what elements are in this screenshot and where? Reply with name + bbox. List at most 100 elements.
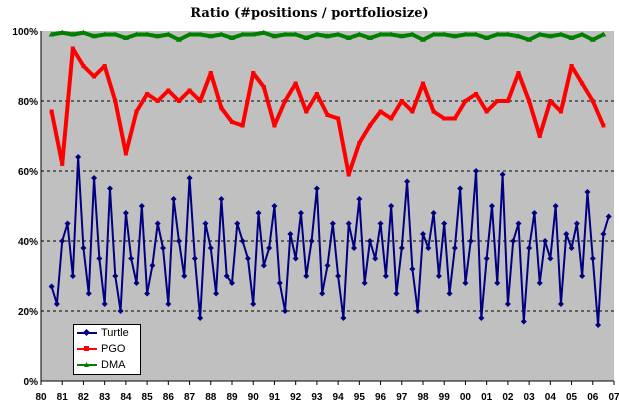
- turtle-point: [536, 280, 543, 286]
- dma-point: [494, 31, 501, 37]
- turtle-point: [271, 203, 278, 209]
- pgo-point: [198, 99, 203, 103]
- turtle-point: [266, 245, 273, 251]
- turtle-point: [303, 273, 310, 279]
- pgo-point: [155, 99, 160, 103]
- dma-point: [547, 33, 554, 39]
- dma-point: [483, 35, 490, 40]
- turtle-point: [106, 185, 113, 192]
- y-tick-label: 0%: [24, 377, 39, 388]
- turtle-point: [181, 273, 188, 279]
- dma-point: [175, 36, 182, 42]
- dma-point: [366, 35, 373, 40]
- turtle-point: [510, 238, 517, 244]
- pgo-point: [399, 99, 404, 103]
- legend-item-pgo: PGO: [74, 341, 140, 357]
- turtle-point: [297, 210, 304, 216]
- turtle-point: [351, 245, 358, 251]
- turtle-point: [430, 210, 437, 216]
- turtle-point: [420, 231, 426, 237]
- turtle-point: [276, 280, 283, 286]
- turtle-point: [488, 203, 495, 209]
- turtle-point: [122, 210, 129, 216]
- dma-point: [536, 31, 543, 37]
- turtle-point: [552, 203, 559, 209]
- dma-point: [356, 31, 363, 37]
- x-tick-label: 88: [205, 392, 217, 403]
- pgo-point: [70, 46, 75, 51]
- turtle-point: [473, 168, 480, 174]
- pgo-point: [176, 99, 181, 103]
- turtle-point: [526, 245, 533, 251]
- turtle-point: [292, 255, 299, 262]
- turtle-point: [329, 220, 336, 227]
- dma-point: [218, 31, 225, 37]
- x-tick-label: 07: [608, 392, 619, 403]
- pgo-point: [230, 120, 234, 124]
- turtle-point: [234, 220, 241, 227]
- legend-label: PGO: [101, 343, 126, 355]
- pgo-point: [505, 99, 510, 103]
- pgo-point: [261, 85, 266, 89]
- dma-point: [462, 31, 469, 37]
- turtle-point: [573, 220, 580, 227]
- pgo-point: [389, 116, 394, 121]
- turtle-point: [345, 220, 352, 227]
- turtle-point: [319, 290, 326, 297]
- turtle-point: [96, 255, 103, 262]
- pgo-point: [336, 116, 341, 121]
- pgo-point: [537, 134, 542, 138]
- turtle-point: [244, 255, 251, 262]
- pgo-point: [219, 106, 224, 110]
- turtle-point: [48, 283, 55, 290]
- turtle-point: [287, 231, 294, 237]
- pgo-point: [367, 123, 372, 128]
- turtle-point: [557, 301, 564, 307]
- turtle-point: [377, 220, 384, 227]
- turtle-point: [250, 301, 257, 307]
- turtle-point: [563, 231, 570, 237]
- pgo-point: [484, 109, 489, 114]
- dma-point: [568, 35, 575, 40]
- turtle-point: [462, 280, 469, 286]
- x-tick-label: 85: [142, 392, 154, 403]
- pgo-point: [208, 71, 213, 75]
- dma-point: [600, 31, 607, 37]
- dma-point: [133, 31, 140, 37]
- dma-point: [335, 31, 342, 37]
- x-tick-label: 00: [460, 392, 472, 403]
- turtle-point: [388, 203, 395, 209]
- turtle-point: [170, 196, 177, 202]
- turtle-point: [85, 290, 92, 297]
- pgo-point: [134, 109, 139, 114]
- turtle-point: [393, 290, 400, 297]
- dma-point: [451, 33, 458, 39]
- y-tick-label: 80%: [18, 97, 38, 108]
- turtle-point: [260, 262, 267, 269]
- dma-point: [48, 31, 55, 37]
- turtle-point: [584, 189, 591, 195]
- pgo-point: [442, 116, 447, 121]
- dma-point: [250, 31, 257, 37]
- pgo-point: [495, 99, 500, 103]
- pgo-legend-swatch: [77, 346, 97, 351]
- x-tick-label: 89: [226, 392, 238, 403]
- dma-point: [526, 36, 533, 42]
- turtle-point: [409, 266, 416, 272]
- turtle-point: [75, 154, 82, 160]
- turtle-point: [531, 210, 538, 216]
- dma-point: [313, 31, 320, 37]
- dma-point: [557, 31, 564, 37]
- pgo-point: [558, 109, 563, 114]
- turtle-point: [605, 213, 612, 220]
- dma-point: [430, 31, 437, 37]
- turtle-point: [186, 175, 193, 181]
- x-tick-label: 96: [375, 392, 387, 403]
- legend: Turtle PGO DMA: [73, 324, 141, 375]
- turtle-point: [160, 245, 167, 251]
- turtle-point: [467, 238, 474, 244]
- pgo-point: [49, 109, 54, 114]
- pgo-point: [601, 123, 606, 128]
- turtle-point: [255, 210, 262, 216]
